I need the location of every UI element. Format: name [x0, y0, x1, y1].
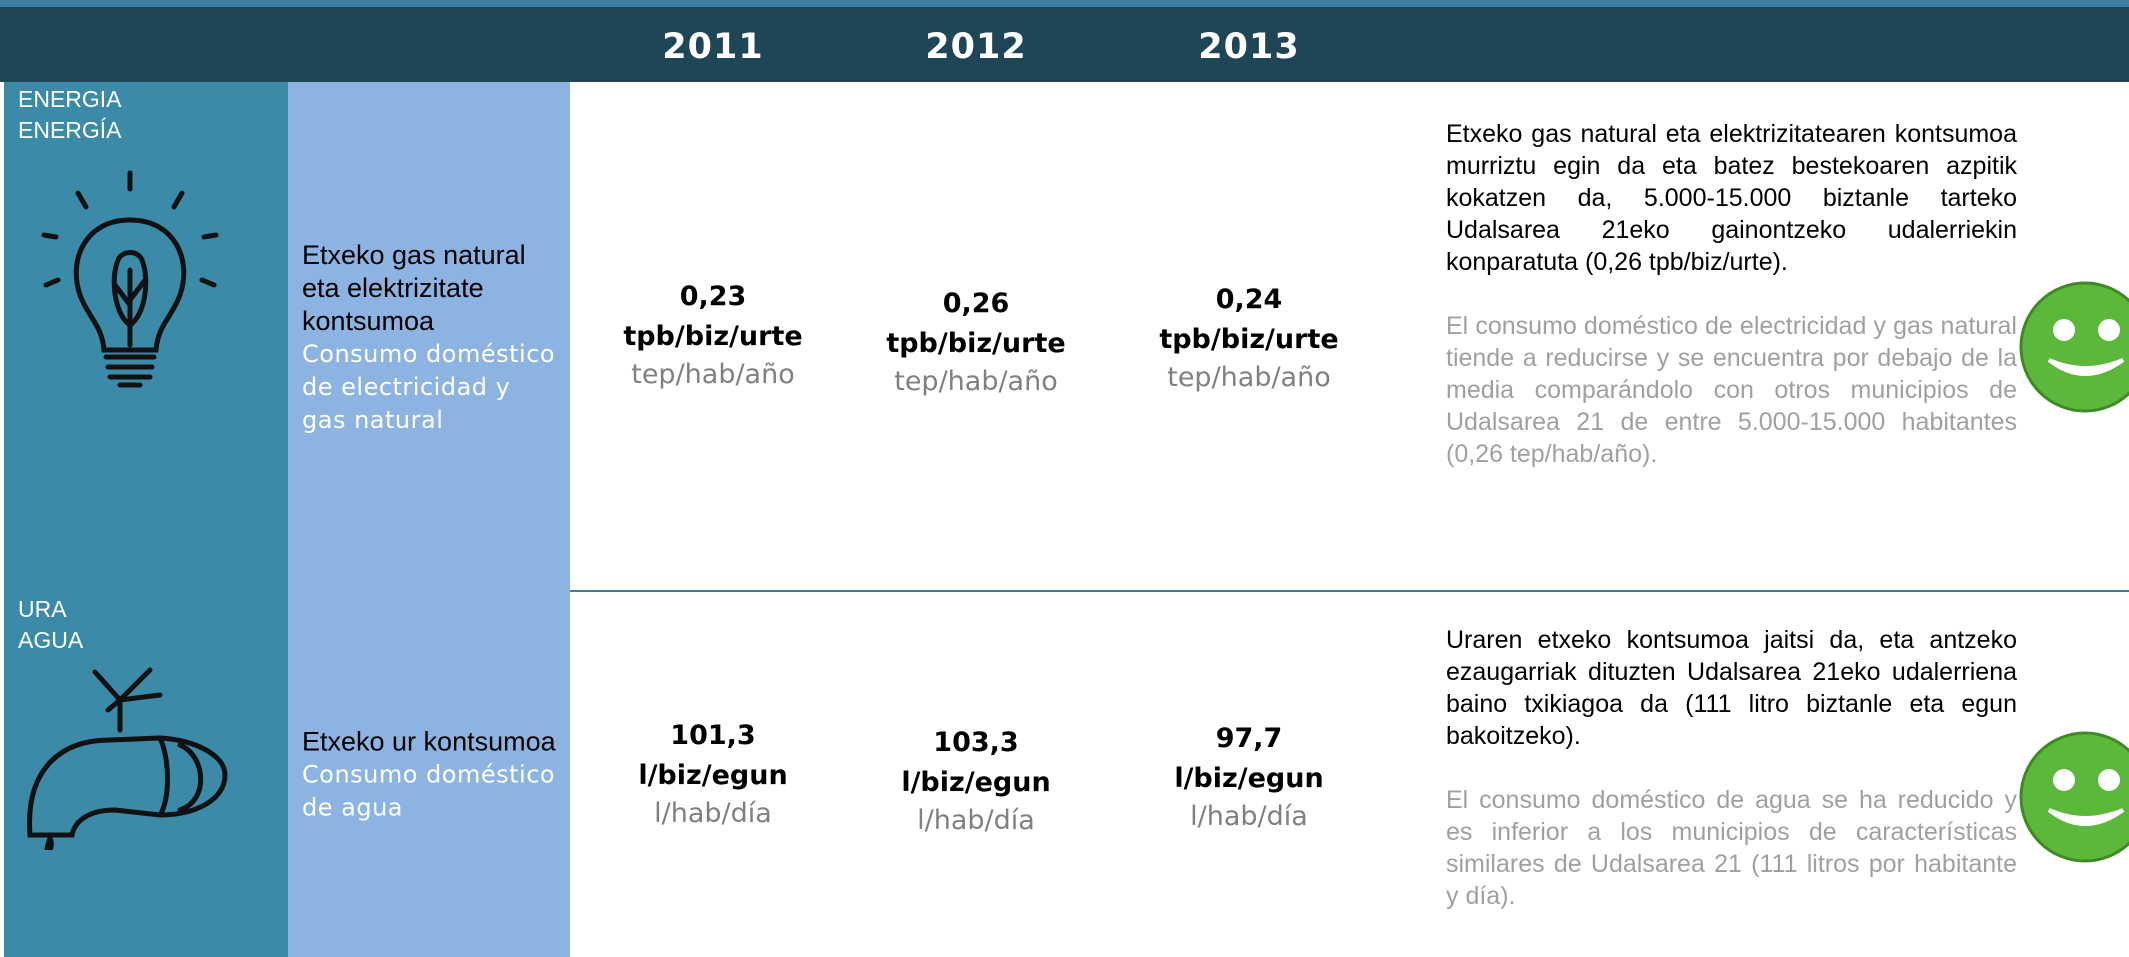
unit-es: tep/hab/año — [583, 357, 843, 393]
value: 97,7 — [1119, 719, 1379, 759]
comment-es: El consumo doméstico de agua se ha reduc… — [1446, 784, 2017, 912]
row-divider — [570, 590, 2129, 592]
unit-es: tep/hab/año — [846, 364, 1106, 400]
indicator-es: Consumo doméstico de electricidad y gas … — [302, 338, 562, 437]
comment: Uraren etxeko kontsumoa jaitsi da, eta a… — [1446, 624, 2017, 912]
unit-es: l/hab/día — [846, 803, 1106, 839]
value-cell: 0,26 tpb/biz/urte tep/hab/año — [846, 284, 1106, 400]
value-cell: 0,24 tpb/biz/urte tep/hab/año — [1119, 280, 1379, 396]
value-cell: 97,7 l/biz/egun l/hab/día — [1119, 719, 1379, 835]
unit-eu: tpb/biz/urte — [846, 324, 1106, 364]
comment-es: El consumo doméstico de electricidad y g… — [1446, 310, 2017, 470]
lightbulb-icon — [30, 165, 230, 390]
value-cell: 101,3 l/biz/egun l/hab/día — [583, 716, 843, 832]
top-stripe — [0, 0, 2129, 7]
category-eu: ENERGIA — [18, 84, 122, 115]
faucet-icon — [20, 660, 235, 850]
indicator: Etxeko ur kontsumoa Consumo doméstico de… — [302, 726, 562, 825]
unit-es: l/hab/día — [1119, 799, 1379, 835]
smiley-icon — [2017, 730, 2129, 865]
value: 0,26 — [846, 284, 1106, 324]
unit-eu: l/biz/egun — [846, 763, 1106, 803]
year: 2011 — [583, 7, 843, 82]
category-eu: URA — [18, 594, 83, 625]
unit-es: tep/hab/año — [1119, 360, 1379, 396]
year: 2012 — [846, 7, 1106, 82]
indicator-eu: Etxeko gas natural eta elektrizitate kon… — [302, 239, 562, 338]
indicator: Etxeko gas natural eta elektrizitate kon… — [302, 239, 562, 437]
value: 0,24 — [1119, 280, 1379, 320]
page: 2011 2012 2013 ENERGIA ENERGÍA Etxeko ga… — [0, 0, 2129, 957]
comment-eu: Etxeko gas natural eta elektrizitatearen… — [1446, 118, 2017, 278]
year: 2013 — [1119, 7, 1379, 82]
unit-es: l/hab/día — [583, 796, 843, 832]
value: 0,23 — [583, 277, 843, 317]
unit-eu: l/biz/egun — [583, 756, 843, 796]
indicator-column — [288, 82, 570, 957]
value: 103,3 — [846, 723, 1106, 763]
comment: Etxeko gas natural eta elektrizitatearen… — [1446, 118, 2017, 470]
indicator-eu: Etxeko ur kontsumoa — [302, 726, 562, 759]
comment-eu: Uraren etxeko kontsumoa jaitsi da, eta a… — [1446, 624, 2017, 752]
indicator-es: Consumo doméstico de agua — [302, 759, 562, 825]
category: ENERGIA ENERGÍA — [18, 84, 122, 146]
unit-eu: tpb/biz/urte — [1119, 320, 1379, 360]
value: 101,3 — [583, 716, 843, 756]
value-cell: 103,3 l/biz/egun l/hab/día — [846, 723, 1106, 839]
unit-eu: tpb/biz/urte — [583, 317, 843, 357]
smiley-icon — [2017, 280, 2129, 415]
value-cell: 0,23 tpb/biz/urte tep/hab/año — [583, 277, 843, 393]
category: URA AGUA — [18, 594, 83, 656]
category-es: ENERGÍA — [18, 115, 122, 146]
category-es: AGUA — [18, 625, 83, 656]
unit-eu: l/biz/egun — [1119, 759, 1379, 799]
